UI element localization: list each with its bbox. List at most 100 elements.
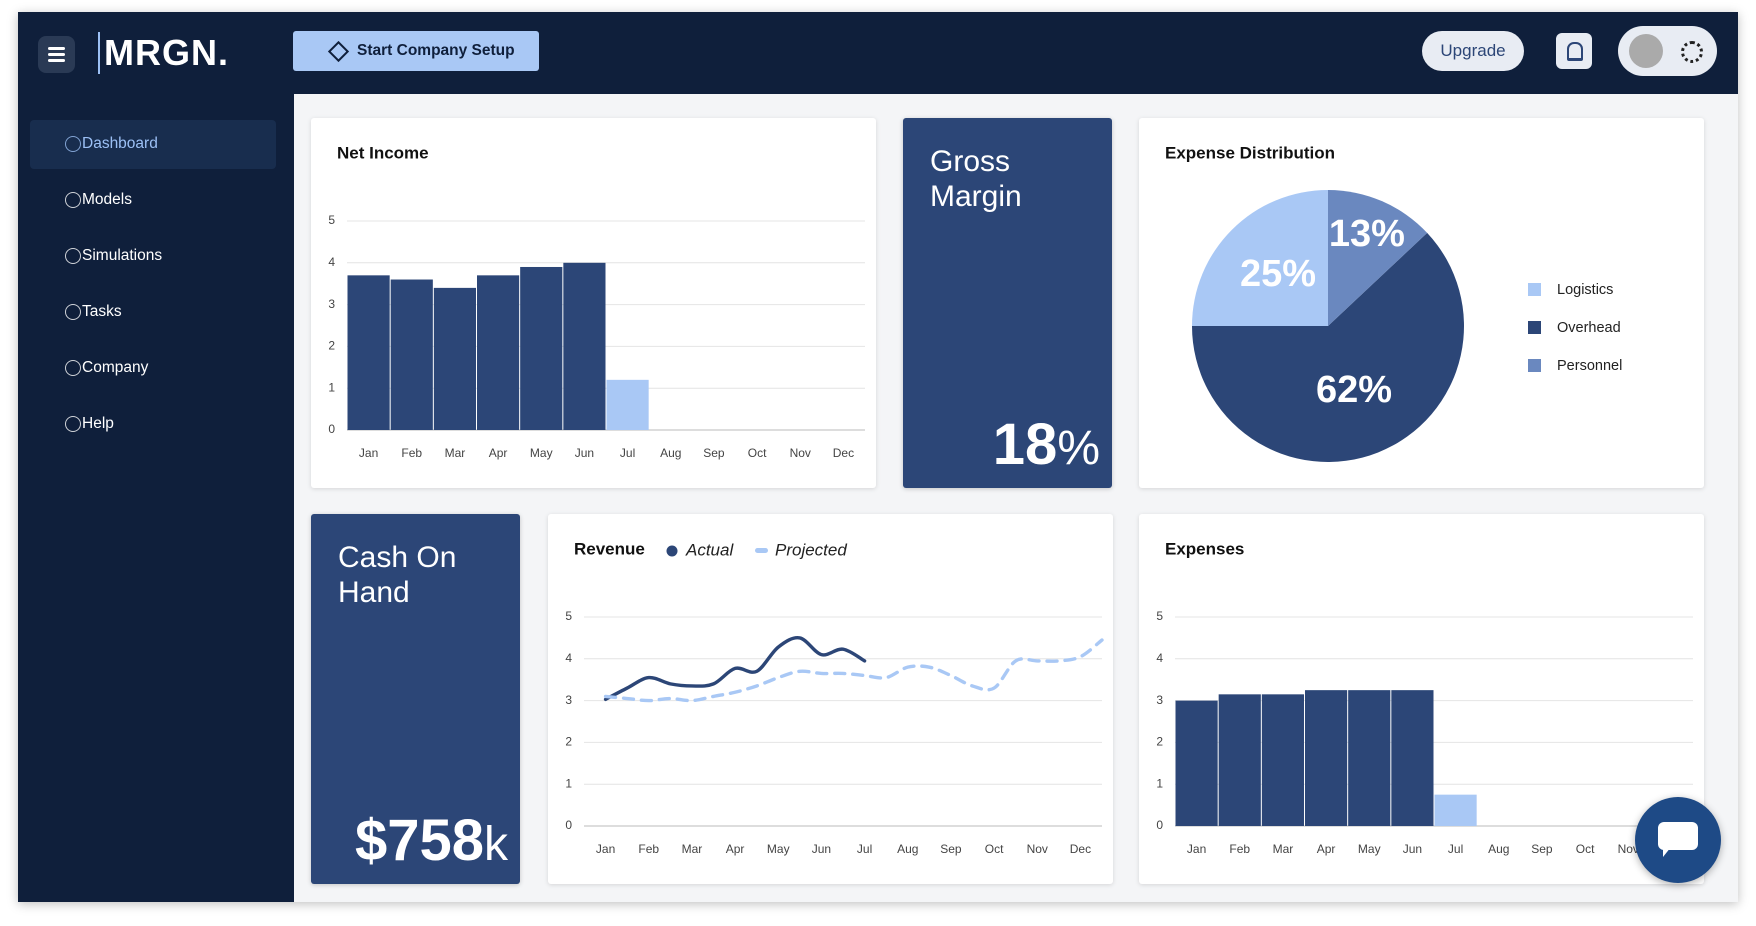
nav-label: Simulations: [82, 247, 163, 264]
nav-icon: [65, 248, 81, 264]
y-tick-label: 0: [1156, 818, 1163, 832]
menu-button[interactable]: [38, 36, 75, 73]
chat-button[interactable]: [1635, 797, 1721, 883]
notification-button[interactable]: [1556, 33, 1592, 69]
x-tick-label: Jul: [1448, 842, 1463, 856]
y-tick-label: 3: [328, 297, 335, 311]
line: [603, 636, 867, 702]
chart-title: Expenses: [1165, 539, 1244, 558]
y-tick-label: 1: [565, 776, 572, 790]
legend-label: Overhead: [1557, 320, 1621, 336]
logo[interactable]: MRGN.: [98, 32, 229, 74]
slice-label: 25%: [1240, 253, 1316, 295]
x-tick-label: Jan: [1187, 842, 1206, 856]
sidebar: Dashboard Models Simulations Tasks Company He…: [18, 94, 294, 902]
x-tick-label: Aug: [897, 842, 918, 856]
bar: [1348, 690, 1391, 826]
nav-icon: [65, 136, 81, 152]
chart-title: Net Income: [337, 143, 429, 162]
kpi-unit: %: [1057, 422, 1100, 475]
y-tick-label: 3: [565, 693, 572, 707]
x-tick-label: Sep: [703, 446, 725, 460]
chart: Expenses 0 1 2 3 4 5 Jan Feb Mar Apr May Jun Jul Aug Se…: [1156, 539, 1693, 856]
y-tick-label: 1: [1156, 776, 1163, 790]
kpi-title: Gross Margin: [930, 145, 1022, 213]
nav-item[interactable]: Models: [30, 176, 276, 225]
chart-title: Expense Distribution: [1165, 143, 1335, 162]
x-tick-label: Jun: [575, 446, 594, 460]
nav-item[interactable]: Help: [30, 400, 276, 449]
y-tick-label: 5: [328, 213, 335, 227]
y-tick-label: 2: [1156, 735, 1163, 749]
pie-slice: [1328, 190, 1428, 326]
nav-icon: [65, 192, 81, 208]
x-tick-label: Oct: [748, 446, 767, 460]
x-tick-label: Apr: [1317, 842, 1336, 856]
nav-item[interactable]: Dashboard: [30, 120, 276, 169]
x-tick-label: Nov: [790, 446, 811, 460]
y-tick-label: 3: [1156, 693, 1163, 707]
x-tick-label: Jul: [857, 842, 872, 856]
chart-card: Expense Distribution 25% 62% 13% Logistics Ov…: [1139, 118, 1704, 488]
x-tick-label: Nov: [1027, 842, 1048, 856]
y-tick-label: 0: [328, 422, 335, 436]
bar: [1218, 694, 1261, 826]
bar: [606, 379, 649, 430]
nav-icon: [65, 360, 81, 376]
chart: Net Income 0 1 2 3 4 5 Jan Feb Mar Apr May Jun Jul Aug…: [328, 143, 865, 460]
y-tick-label: 0: [565, 818, 572, 832]
nav-item[interactable]: Simulations: [30, 232, 276, 281]
nav-label: Tasks: [82, 303, 122, 320]
kpi-title: Cash On Hand: [338, 541, 457, 609]
pie-slice: [1192, 190, 1328, 326]
y-tick-label: 2: [565, 735, 572, 749]
legend-swatch: [1528, 283, 1541, 296]
bar: [520, 266, 563, 430]
kpi-number: 18: [992, 412, 1058, 477]
top-bar: MRGN. Start Company Setup Upgrade: [18, 12, 1738, 94]
nav-item[interactable]: Tasks: [30, 288, 276, 337]
y-tick-label: 4: [328, 255, 335, 269]
x-tick-label: May: [530, 446, 553, 460]
x-tick-label: Feb: [638, 842, 659, 856]
x-tick-label: Dec: [1070, 842, 1091, 856]
bar: [1305, 690, 1348, 826]
legend-label: Personnel: [1557, 358, 1622, 374]
nav-label: Help: [82, 415, 114, 432]
x-tick-label: Feb: [1229, 842, 1250, 856]
legend-swatch: [755, 548, 768, 553]
bar: [477, 275, 520, 430]
x-tick-label: Mar: [445, 446, 466, 460]
x-tick-label: Jul: [620, 446, 635, 460]
app-window: MRGN. Start Company Setup Upgrade Dashbo…: [18, 12, 1738, 902]
chart-title: Revenue: [574, 539, 645, 558]
chart-card: Revenue 0 1 2 3 4 5 Jan Feb Mar Apr May Jun Jul Aug Sep…: [548, 514, 1113, 884]
legend-label: Actual: [685, 540, 734, 559]
kpi-unit: k: [484, 818, 508, 871]
line: [603, 638, 1104, 703]
x-tick-label: Nov: [1618, 842, 1639, 856]
x-tick-label: Oct: [985, 842, 1004, 856]
x-tick-label: May: [1358, 842, 1381, 856]
y-tick-label: 4: [1156, 651, 1163, 665]
bar: [433, 287, 476, 430]
profile-menu[interactable]: [1618, 26, 1717, 76]
setup-button-label: Start Company Setup: [357, 42, 515, 59]
nav-item[interactable]: Company: [30, 344, 276, 393]
setup-button[interactable]: Start Company Setup: [293, 31, 539, 71]
upgrade-button[interactable]: Upgrade: [1422, 31, 1524, 71]
nav-icon: [65, 416, 81, 432]
chart: Expense Distribution 25% 62% 13% Logistics Ov…: [1165, 143, 1622, 462]
x-tick-label: Apr: [726, 842, 745, 856]
legend-swatch: [1528, 321, 1541, 334]
bar: [1391, 690, 1434, 826]
chart-card: Net Income 0 1 2 3 4 5 Jan Feb Mar Apr May Jun Jul Aug…: [311, 118, 876, 488]
bar: [347, 275, 390, 430]
kpi-value: $758k: [355, 807, 508, 874]
y-tick-label: 2: [328, 339, 335, 353]
y-tick-label: 5: [1156, 609, 1163, 623]
chart-card: Expenses 0 1 2 3 4 5 Jan Feb Mar Apr May Jun Jul Aug Se…: [1139, 514, 1704, 884]
x-tick-label: Mar: [682, 842, 703, 856]
x-tick-label: Mar: [1273, 842, 1294, 856]
